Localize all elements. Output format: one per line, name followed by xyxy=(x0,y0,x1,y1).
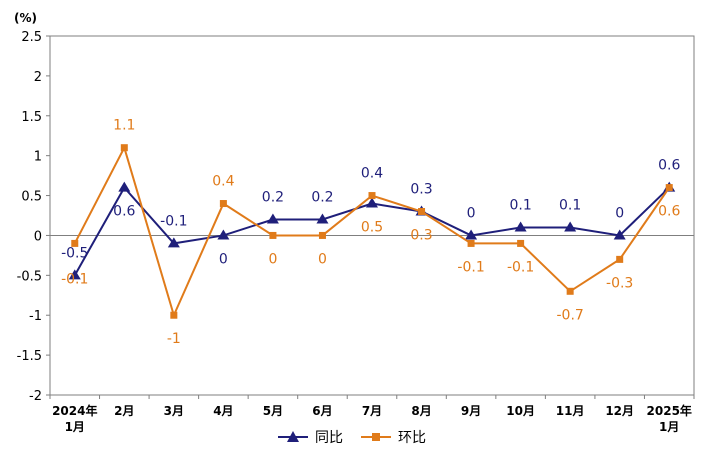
y-tick-label: 2 xyxy=(34,70,42,85)
data-label-mom: -0.3 xyxy=(606,275,633,291)
x-tick-label: 2024年 xyxy=(52,403,97,418)
data-point-mom xyxy=(517,239,525,247)
data-label-yoy: 0.2 xyxy=(311,189,333,205)
y-tick-label: -1 xyxy=(29,309,42,324)
data-label-yoy: 0 xyxy=(615,205,624,221)
data-label-yoy: 0.6 xyxy=(113,204,135,220)
data-label-mom: 0.5 xyxy=(361,220,383,236)
data-point-yoy xyxy=(316,213,329,224)
y-tick-label: -2 xyxy=(29,389,42,404)
data-point-yoy xyxy=(613,229,626,240)
data-point-mom xyxy=(418,208,426,216)
x-axis-ticks: 2024年 1月 2月 3月 4月 5月 6月 7月 8月 9月 10月 11月 12月 2025年 1月 xyxy=(49,395,695,434)
data-label-yoy: 0.1 xyxy=(509,197,531,213)
data-label-mom: -0.1 xyxy=(507,259,534,275)
data-label-mom: -0.1 xyxy=(457,259,484,275)
x-tick-label: 6月 xyxy=(312,404,332,418)
data-label-mom: 0 xyxy=(268,251,277,267)
data-point-mom xyxy=(269,231,277,239)
data-point-yoy xyxy=(167,237,180,248)
data-point-yoy xyxy=(564,221,577,232)
data-label-mom: 0 xyxy=(318,251,327,267)
y-tick-label: -1.5 xyxy=(17,349,42,364)
data-point-mom xyxy=(219,200,227,208)
data-point-mom xyxy=(566,287,574,295)
legend-item-yoy: 同比 xyxy=(278,430,343,446)
x-tick-label: 5月 xyxy=(263,404,283,418)
data-label-mom: -0.7 xyxy=(556,307,583,323)
x-tick-label: 1月 xyxy=(65,420,85,434)
x-tick-label: 4月 xyxy=(213,404,233,418)
data-label-yoy: 0.3 xyxy=(410,182,432,198)
data-point-yoy xyxy=(118,181,131,192)
y-tick-label: 1 xyxy=(34,150,42,165)
x-tick-label: 11月 xyxy=(556,404,585,418)
data-point-mom xyxy=(120,144,128,152)
legend-label-mom: 环比 xyxy=(398,430,426,446)
x-tick-label: 8月 xyxy=(411,404,431,418)
data-point-mom xyxy=(368,192,376,200)
data-point-yoy xyxy=(217,229,230,240)
data-point-yoy xyxy=(68,269,81,280)
data-label-yoy: 0.4 xyxy=(361,166,383,182)
data-label-yoy: -0.5 xyxy=(61,245,88,261)
series-group xyxy=(68,144,676,319)
y-tick-label: 1.5 xyxy=(21,110,42,125)
x-tick-label: 2025年 xyxy=(647,403,692,418)
data-label-mom: 0.4 xyxy=(212,174,234,190)
data-label-yoy: -0.1 xyxy=(160,213,187,229)
data-point-yoy xyxy=(266,213,279,224)
y-tick-label: 0.5 xyxy=(21,190,42,205)
data-label-yoy: 0 xyxy=(219,251,228,267)
data-point-yoy xyxy=(465,229,478,240)
data-label-mom: -1 xyxy=(167,331,181,347)
data-labels: -0.5 -0.1 0.6 1.1 -0.1 -1 0 0.4 0.2 0 0.2 0 0.4 0.5 0.… xyxy=(61,118,680,348)
data-label-mom: 0.3 xyxy=(410,228,432,244)
data-label-yoy: 0.1 xyxy=(559,197,581,213)
data-point-mom xyxy=(665,184,673,192)
data-point-yoy xyxy=(514,221,527,232)
data-label-yoy: 0.2 xyxy=(262,189,284,205)
legend-triangle-icon xyxy=(287,431,299,442)
data-label-mom: 1.1 xyxy=(113,118,135,134)
x-tick-label: 9月 xyxy=(461,404,481,418)
data-point-mom xyxy=(170,311,178,319)
x-tick-label: 12月 xyxy=(605,404,634,418)
y-axis-ticks: -2 -1.5 -1 -0.5 0 0.5 1 1.5 2 2.5 xyxy=(17,30,50,404)
y-tick-label: 0 xyxy=(34,229,42,244)
x-tick-label: 3月 xyxy=(164,404,184,418)
y-tick-label: 2.5 xyxy=(21,30,42,45)
unit-label: (%) xyxy=(14,11,37,25)
legend-item-mom: 环比 xyxy=(361,430,426,446)
data-point-mom xyxy=(318,231,326,239)
data-point-mom xyxy=(616,255,624,263)
y-tick-label: -0.5 xyxy=(17,269,42,284)
data-label-mom: -0.1 xyxy=(61,271,88,287)
x-tick-label: 10月 xyxy=(506,404,535,418)
data-label-yoy: 0 xyxy=(467,205,476,221)
legend-label-yoy: 同比 xyxy=(315,430,343,446)
data-label-mom: 0.6 xyxy=(658,204,680,220)
data-label-yoy: 0.6 xyxy=(658,158,680,174)
x-tick-label: 2月 xyxy=(114,404,134,418)
legend: 同比 环比 xyxy=(278,430,426,446)
x-tick-label: 7月 xyxy=(362,404,382,418)
plot-area xyxy=(49,35,695,396)
x-tick-label: 1月 xyxy=(659,420,679,434)
data-point-mom xyxy=(71,239,79,247)
legend-square-icon xyxy=(372,433,380,441)
data-point-mom xyxy=(467,239,475,247)
data-point-yoy xyxy=(366,197,378,208)
